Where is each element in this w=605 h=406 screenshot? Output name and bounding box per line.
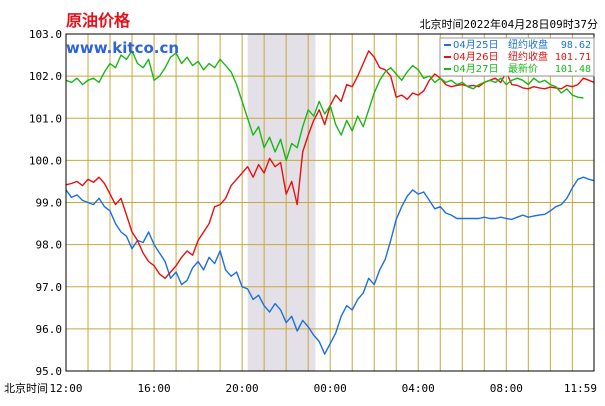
chart-title: 原油价格 xyxy=(66,11,131,30)
timestamp: 北京时间2022年04月28日09时37分 xyxy=(420,17,598,31)
site-watermark: www.kitco.cn xyxy=(66,39,179,57)
plot-frame xyxy=(65,33,595,372)
x-tick-label: 16:00 xyxy=(137,382,170,395)
legend-value: 98.62 xyxy=(561,40,591,51)
y-tick-label: 101.0 xyxy=(29,112,62,125)
y-tick-label: 102.0 xyxy=(29,70,62,83)
legend-date: 04月25日 xyxy=(453,39,498,51)
legend-value: 101.48 xyxy=(555,64,591,75)
y-tick-label: 95.0 xyxy=(36,365,63,378)
y-tick-label: 98.0 xyxy=(36,239,63,252)
y-tick-label: 96.0 xyxy=(36,323,63,336)
x-tick-label: 11:59 xyxy=(564,382,597,395)
series-line-1 xyxy=(65,176,595,355)
legend-box xyxy=(439,37,595,77)
plot-border xyxy=(65,33,595,372)
x-tick-label: 08:00 xyxy=(490,382,523,395)
legend-value: 101.71 xyxy=(555,52,591,63)
legend-date: 04月27日 xyxy=(453,63,498,75)
y-tick-label: 99.0 xyxy=(36,197,63,210)
x-tick-label: 12:00 xyxy=(49,382,82,395)
x-axis-label: 北京时间 xyxy=(4,381,48,395)
x-tick-label: 20:00 xyxy=(226,382,259,395)
series-line-3 xyxy=(65,50,584,162)
y-tick-label: 100.0 xyxy=(29,154,62,167)
legend-label: 纽约收盘 xyxy=(508,50,548,63)
y-tick-label: 103.0 xyxy=(29,28,62,41)
legend-label: 纽约收盘 xyxy=(508,38,548,51)
x-axis-ticks: 12:00 16:00 20:00 00:00 04:00 08:00 11:59 xyxy=(49,382,597,395)
y-tick-label: 97.0 xyxy=(36,281,63,294)
legend: 04月25日 纽约收盘 98.62 04月26日 纽约收盘 101.71 04月27日 最新价… xyxy=(439,37,595,77)
x-tick-label: 00:00 xyxy=(314,382,347,395)
y-axis-ticks: 103.0 102.0 101.0 100.0 99.0 98.0 97.0 96.0 95.0 xyxy=(29,28,62,378)
legend-label: 最新价 xyxy=(508,62,538,75)
legend-date: 04月26日 xyxy=(453,51,498,63)
x-tick-label: 04:00 xyxy=(402,382,435,395)
